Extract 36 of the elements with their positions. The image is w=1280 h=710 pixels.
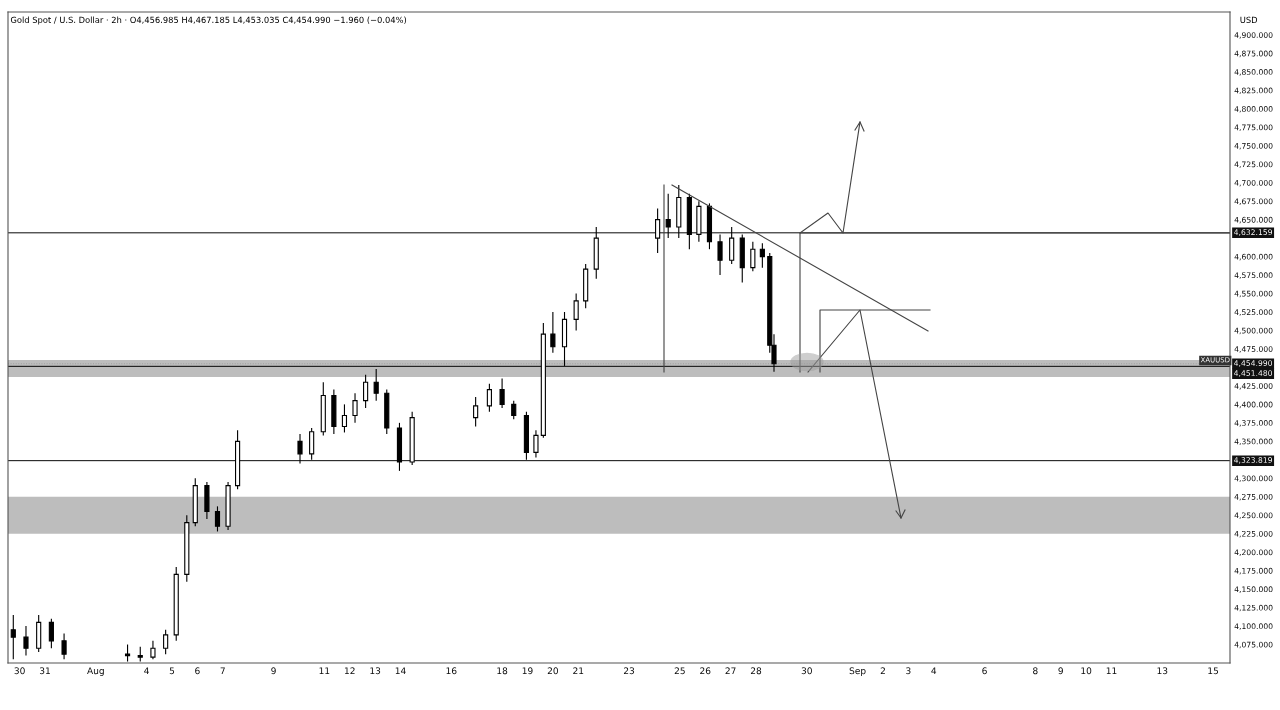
x-tick-label: 21 xyxy=(573,667,584,675)
x-tick-label: 4 xyxy=(931,667,937,675)
x-tick-label: 18 xyxy=(497,667,508,675)
x-tick-label: 30 xyxy=(801,667,812,675)
x-tick-label: 19 xyxy=(522,667,533,675)
x-tick-label: 9 xyxy=(271,667,276,675)
x-tick-label: 7 xyxy=(220,667,225,675)
x-tick-label: 11 xyxy=(1106,667,1117,675)
y-axis-title: USD xyxy=(1240,16,1258,24)
x-tick-label: Aug xyxy=(87,667,104,676)
x-tick-label: 26 xyxy=(700,667,711,675)
x-tick-label: 3 xyxy=(906,667,911,675)
x-tick-label: 14 xyxy=(395,667,406,675)
x-tick-label: 12 xyxy=(344,667,355,675)
x-tick-label: 31 xyxy=(39,667,50,675)
x-tick-label: 9 xyxy=(1058,667,1063,675)
x-tick-label: Sep xyxy=(849,667,866,676)
x-tick-label: 25 xyxy=(674,667,685,675)
x-tick-label: 13 xyxy=(1157,667,1168,675)
x-tick-label: 4 xyxy=(144,667,149,675)
x-tick-label: 11 xyxy=(319,667,330,675)
x-tick-label: 6 xyxy=(982,667,987,675)
x-tick-label: 10 xyxy=(1081,667,1092,675)
x-tick-label: 15 xyxy=(1208,667,1219,675)
x-tick-label: 5 xyxy=(169,667,175,675)
x-tick-label: 20 xyxy=(547,667,559,675)
x-tick-label: 30 xyxy=(14,667,25,675)
x-tick-label: 27 xyxy=(725,667,736,675)
x-tick-label: 23 xyxy=(623,667,635,675)
x-tick-label: 13 xyxy=(370,667,381,675)
x-tick-label: 16 xyxy=(446,667,457,675)
x-tick-label: 6 xyxy=(195,667,200,675)
text: Gold Spot / U.S. Dollar · 2h · O4,456.985 H4,467.185 L4,453.035 C4,454.990 −1.960 (−0.04%) xyxy=(10,16,407,25)
x-tick-label: 8 xyxy=(1033,667,1038,675)
x-tick-label: 28 xyxy=(750,667,762,675)
x-tick-label: 2 xyxy=(880,667,885,675)
